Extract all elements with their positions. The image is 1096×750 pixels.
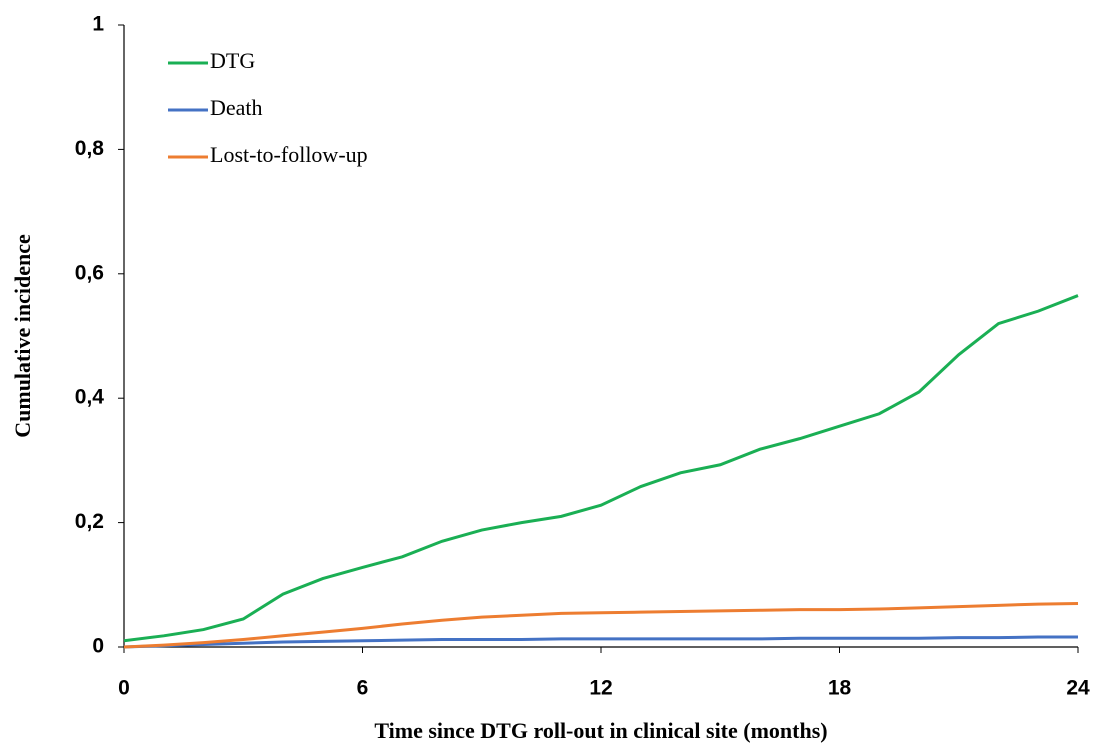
y-tick-label: 1 <box>92 13 104 36</box>
y-tick-label: 0 <box>92 635 104 658</box>
series-line <box>123 635 1078 649</box>
legend-label: Lost-to-follow-up <box>210 142 368 167</box>
series-line <box>123 601 1079 649</box>
y-tick-label: 0,8 <box>75 137 105 160</box>
x-tick-label: 12 <box>589 677 612 700</box>
y-tick-label: 0,6 <box>75 261 104 284</box>
y-tick-label: 0,4 <box>75 386 105 409</box>
x-tick-label: 6 <box>357 677 369 700</box>
y-axis-label: Cumulative incidence <box>10 234 35 438</box>
series-line <box>123 294 1079 643</box>
x-tick-label: 24 <box>1066 677 1090 700</box>
legend-label: DTG <box>210 48 255 73</box>
x-tick-label: 0 <box>118 677 130 700</box>
legend-label: Death <box>210 95 263 120</box>
x-axis-label: Time since DTG roll-out in clinical site… <box>374 718 827 743</box>
x-tick-label: 18 <box>828 677 852 700</box>
y-tick-label: 0,2 <box>75 510 104 533</box>
